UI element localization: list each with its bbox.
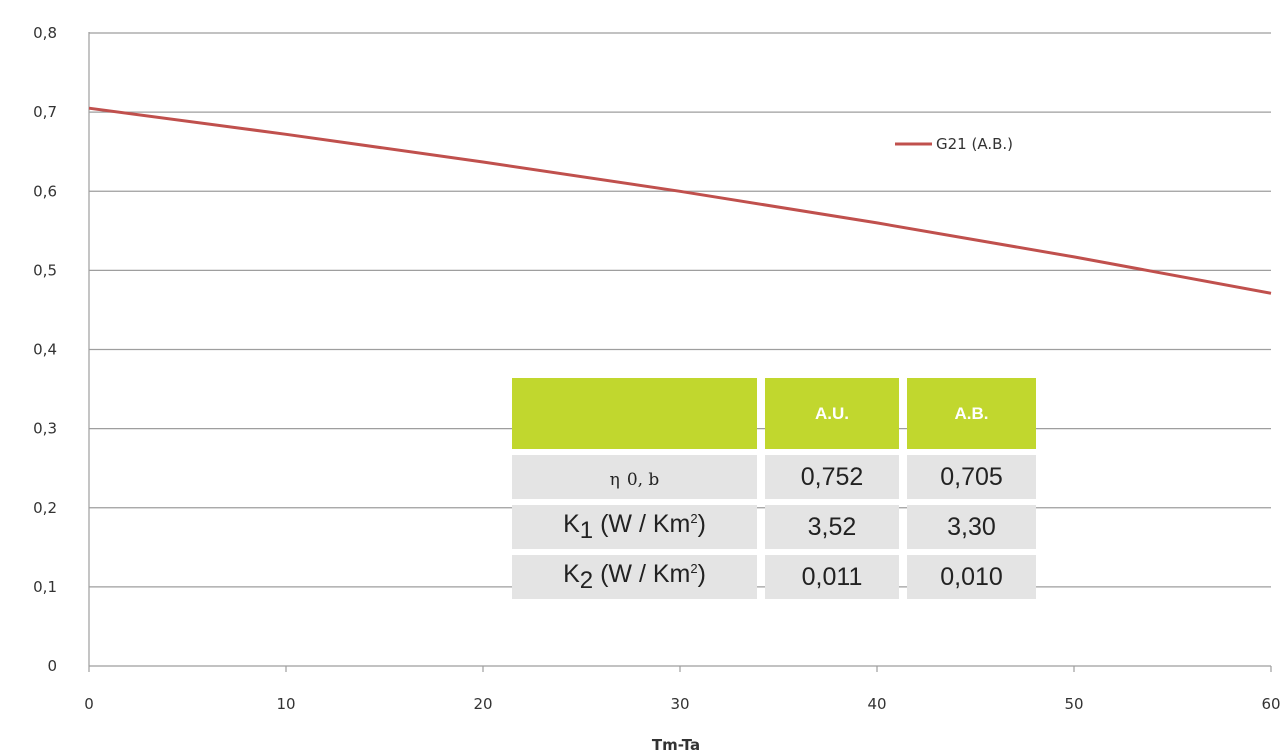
x-axis-label: Tm-Ta xyxy=(652,736,700,754)
k2-au-value: 0,011 xyxy=(765,555,899,599)
y-tick-label: 0,6 xyxy=(33,182,57,200)
y-tick-label: 0,8 xyxy=(33,24,57,42)
k1-unit-exponent: 2 xyxy=(690,510,698,526)
x-tick-label: 40 xyxy=(867,695,886,713)
table-header-row: A.U. A.B. xyxy=(512,378,1036,449)
table-header-ab: A.B. xyxy=(907,378,1036,449)
eta-subscript: 0, b xyxy=(626,469,660,490)
x-tick-labels: 0 10 20 30 40 50 60 xyxy=(84,695,1280,713)
axes xyxy=(88,32,1272,672)
y-tick-label: 0,7 xyxy=(33,103,57,121)
y-tick-label: 0,5 xyxy=(33,261,57,279)
k1-au-value: 3,52 xyxy=(765,505,899,549)
x-tick-label: 60 xyxy=(1261,695,1280,713)
x-tick-label: 30 xyxy=(670,695,689,713)
row-label-k2: K2 (W / Km2) xyxy=(512,555,757,599)
series-line xyxy=(88,106,1272,295)
k1-subscript: 1 xyxy=(579,516,594,544)
table-row-k1: K1 (W / Km2) 3,52 3,30 xyxy=(512,505,1036,549)
table-row-k2: K2 (W / Km2) 0,011 0,010 xyxy=(512,555,1036,599)
k2-unit-close: ) xyxy=(697,559,706,588)
series-lines xyxy=(88,106,1272,295)
legend-label: G21 (A.B.) xyxy=(936,135,1013,153)
row-label-eta: η 0, b xyxy=(512,455,757,499)
k1-symbol: K xyxy=(563,509,580,538)
y-tick-label: 0,1 xyxy=(33,578,57,596)
y-tick-label: 0 xyxy=(47,657,57,675)
k2-unit: (W / Km xyxy=(593,559,691,588)
table-header-au: A.U. xyxy=(765,378,899,449)
k2-ab-value: 0,010 xyxy=(907,555,1036,599)
x-tick-label: 20 xyxy=(473,695,492,713)
table-header-empty xyxy=(512,378,757,449)
eta-ab-value: 0,705 xyxy=(907,455,1036,499)
y-tick-label: 0,2 xyxy=(33,499,57,517)
y-tick-label: 0,4 xyxy=(33,341,57,359)
legend: G21 (A.B.) xyxy=(895,135,1013,153)
x-tick-label: 0 xyxy=(84,695,94,713)
k1-unit-close: ) xyxy=(697,509,706,538)
k2-subscript: 2 xyxy=(579,566,594,594)
k2-symbol: K xyxy=(563,559,580,588)
y-tick-label: 0,3 xyxy=(33,420,57,438)
k2-unit-exponent: 2 xyxy=(690,560,698,576)
x-tick-label: 50 xyxy=(1064,695,1083,713)
table-row-eta: η 0, b 0,752 0,705 xyxy=(512,455,1036,499)
row-label-k1: K1 (W / Km2) xyxy=(512,505,757,549)
y-tick-labels: 0 0,1 0,2 0,3 0,4 0,5 0,6 0,7 0,8 xyxy=(33,24,57,675)
eta-au-value: 0,752 xyxy=(765,455,899,499)
k1-ab-value: 3,30 xyxy=(907,505,1036,549)
eta-symbol: η xyxy=(609,469,620,490)
k1-unit: (W / Km xyxy=(593,509,691,538)
x-tick-label: 10 xyxy=(276,695,295,713)
coefficients-table: A.U. A.B. η 0, b 0,752 0,705 K1 (W / Km2… xyxy=(504,372,1044,605)
